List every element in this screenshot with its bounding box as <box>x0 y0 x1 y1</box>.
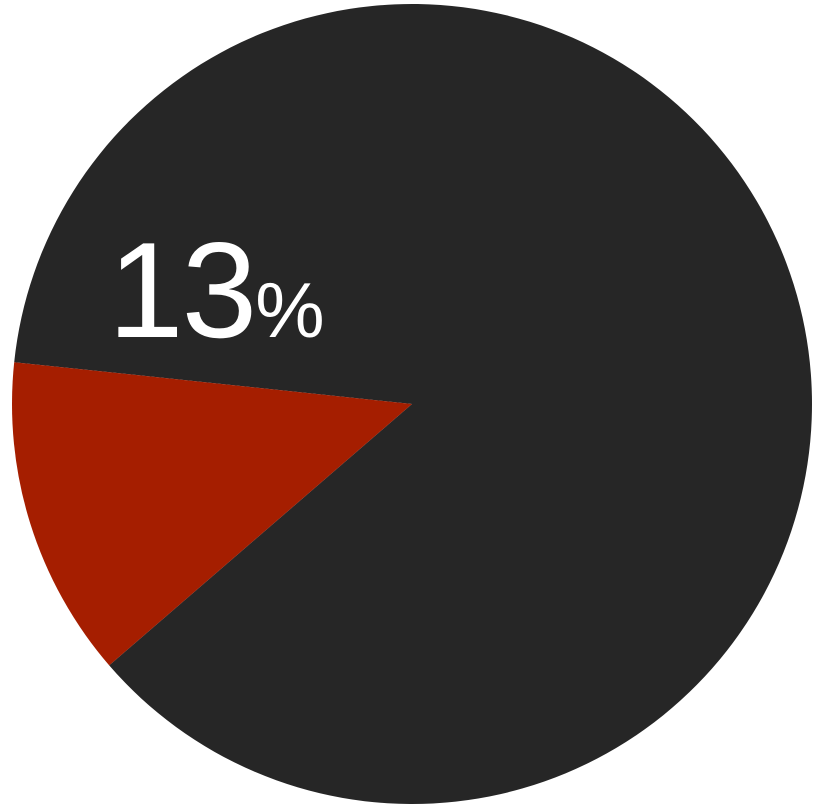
slice-label-unit: % <box>255 266 325 354</box>
slice-label-value: 13 <box>108 214 257 366</box>
pie-slice-main <box>14 4 812 805</box>
pie-slice-highlight <box>11 362 412 666</box>
slice-label-highlight: 13% <box>108 222 325 358</box>
